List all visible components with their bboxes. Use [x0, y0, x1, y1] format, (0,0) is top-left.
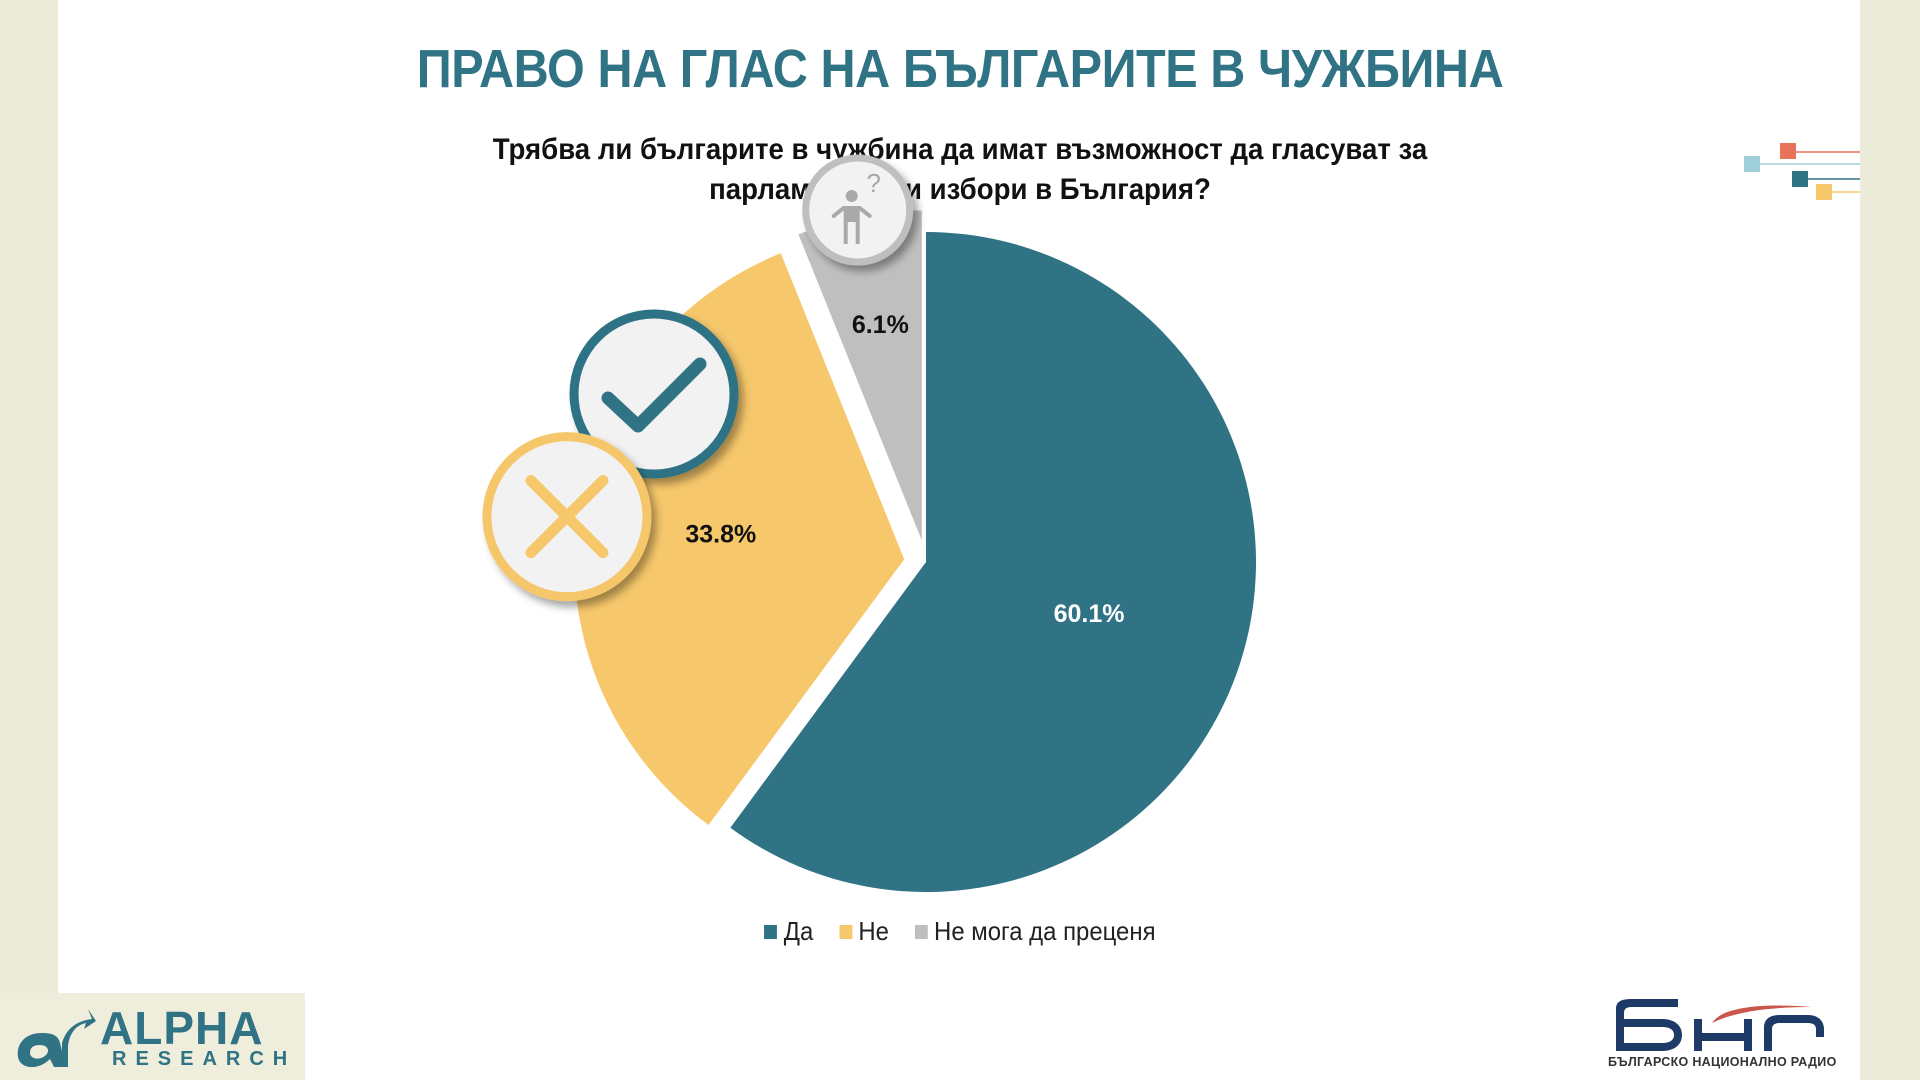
bnr-logo: БЪЛГАРСКО НАЦИОНАЛНО РАДИО — [1608, 995, 1836, 1075]
legend-swatch-undecided — [914, 924, 928, 939]
pie-slice-undecided — [798, 210, 922, 541]
legend-item-no: Не — [839, 916, 889, 947]
bnr-logo-subtext: БЪЛГАРСКО НАЦИОНАЛНО РАДИО — [1608, 1055, 1837, 1069]
legend-item-undecided: Не мога да преценя — [914, 916, 1156, 947]
decorative-lines-icon — [1744, 143, 1860, 200]
question-line-2: парламентарни избори в България? — [709, 173, 1211, 206]
pie-slice-yes — [730, 232, 1256, 892]
pie-value-labels: 60.1% 33.8% 6.1% — [685, 311, 1124, 628]
legend-label-undecided: Не мога да преценя — [934, 916, 1156, 946]
legend-label-yes: Да — [783, 916, 814, 946]
alpha-research-logo-mark-icon — [17, 1009, 96, 1068]
question-person-icon: ? — [802, 154, 914, 266]
legend-swatch-yes — [764, 924, 778, 939]
question-line-1: Трябва ли българите в чужбина да имат въ… — [492, 133, 1428, 166]
alpha-research-logo: ALPHA RESEARCH — [0, 993, 305, 1080]
alpha-logo-text: ALPHA — [100, 1002, 264, 1054]
check-icon — [569, 309, 739, 479]
legend-label-no: Не — [858, 916, 889, 946]
pie-value-label-no: 33.8% — [685, 521, 756, 549]
chart-question: Трябва ли българите в чужбина да имат въ… — [454, 130, 1466, 210]
page-title: ПРАВО НА ГЛАС НА БЪЛГАРИТЕ В ЧУЖБИНА — [416, 39, 1504, 99]
bnr-logo-mark-icon — [1616, 999, 1824, 1051]
alpha-logo-subtext: RESEARCH — [112, 1048, 297, 1070]
svg-text:?: ? — [866, 168, 880, 198]
legend-swatch-no — [839, 924, 852, 939]
pie-icons: ? — [482, 154, 914, 602]
pie-value-label-yes: 60.1% — [1054, 600, 1125, 628]
cross-icon — [482, 432, 652, 602]
pie-value-label-undecided: 6.1% — [852, 311, 909, 339]
chart-legend: Да Не Не мога да преценя — [77, 916, 1843, 947]
legend-item-yes: Да — [764, 916, 813, 947]
